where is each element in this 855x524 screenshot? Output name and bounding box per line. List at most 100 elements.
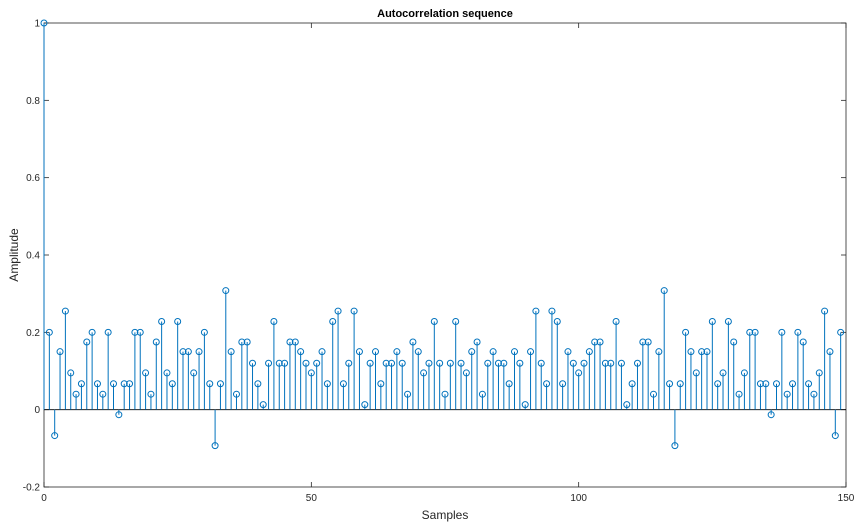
stem-marker: [388, 359, 396, 367]
stem-marker: [815, 369, 823, 377]
stem-point: [617, 359, 625, 410]
stem-point: [420, 369, 428, 410]
stem-point: [473, 338, 481, 410]
stem-point: [633, 359, 641, 410]
stem-marker: [339, 380, 347, 388]
stem-point: [184, 348, 192, 410]
stem-point: [462, 369, 470, 410]
stem-marker: [142, 369, 150, 377]
stem-point: [216, 380, 224, 410]
stem-marker: [837, 328, 845, 336]
stem-marker: [131, 328, 139, 336]
stem-point: [56, 348, 64, 410]
stem-marker: [211, 442, 219, 450]
stem-marker: [184, 348, 192, 356]
stem-point: [382, 359, 390, 410]
stem-marker: [452, 318, 460, 326]
stem-point: [821, 307, 829, 410]
stem-point: [307, 369, 315, 410]
stem-marker: [195, 348, 203, 356]
stem-marker: [40, 19, 48, 27]
stem-point: [446, 359, 454, 410]
stem-point: [708, 318, 716, 410]
stem-marker: [575, 369, 583, 377]
stem-point: [676, 380, 684, 410]
stem-point: [644, 338, 652, 410]
stem-marker: [569, 359, 577, 367]
stem-point: [339, 380, 347, 410]
stem-marker: [767, 411, 775, 419]
stem-point: [468, 348, 476, 410]
stem-point: [350, 307, 358, 410]
stem-marker: [436, 359, 444, 367]
stem-point: [511, 348, 519, 410]
stem-marker: [756, 380, 764, 388]
stem-marker: [318, 348, 326, 356]
stem-marker: [548, 307, 556, 315]
stem-marker: [377, 380, 385, 388]
stem-marker: [735, 390, 743, 398]
stem-point: [195, 348, 203, 410]
stem-marker: [772, 380, 780, 388]
stem-point: [799, 338, 807, 410]
stem-marker: [355, 348, 363, 356]
stem-point: [152, 338, 160, 410]
stem-marker: [457, 359, 465, 367]
stem-marker: [243, 338, 251, 346]
stem-marker: [216, 380, 224, 388]
stem-marker: [158, 318, 166, 326]
stem-point: [323, 380, 331, 410]
stem-point: [45, 328, 53, 410]
stem-marker: [826, 348, 834, 356]
stem-marker: [366, 359, 374, 367]
stem-point: [532, 307, 540, 410]
stem-marker: [676, 380, 684, 388]
stem-point: [265, 359, 273, 410]
stem-marker: [147, 390, 155, 398]
stem-point: [815, 369, 823, 410]
stem-point: [398, 359, 406, 410]
stem-point: [345, 359, 353, 410]
stem-marker: [671, 442, 679, 450]
stem-marker: [484, 359, 492, 367]
stem-point: [93, 380, 101, 410]
stem-point: [527, 348, 535, 410]
x-tick-label: 150: [838, 493, 855, 504]
stem-point: [377, 380, 385, 410]
stem-marker: [190, 369, 198, 377]
stem-marker: [281, 359, 289, 367]
stem-point: [655, 348, 663, 410]
stem-marker: [740, 369, 748, 377]
stem-point: [489, 348, 497, 410]
stem-marker: [120, 380, 128, 388]
stem-marker: [425, 359, 433, 367]
stem-marker: [350, 307, 358, 315]
stem-marker: [446, 359, 454, 367]
stem-marker: [206, 380, 214, 388]
stem-point: [687, 348, 695, 410]
stem-marker: [687, 348, 695, 356]
stem-point: [794, 328, 802, 410]
y-tick-label: 0.2: [26, 328, 40, 339]
stem-point: [222, 287, 230, 410]
stem-point: [596, 338, 604, 410]
stem-point: [692, 369, 700, 410]
stem-point: [179, 348, 187, 410]
stem-point: [650, 390, 658, 410]
x-tick-label: 100: [570, 493, 587, 504]
stem-point: [505, 380, 513, 410]
stem-marker: [163, 369, 171, 377]
stem-point: [826, 348, 834, 410]
y-tick-label: 0.6: [26, 173, 40, 184]
stem-point: [607, 359, 615, 410]
stem-marker: [564, 348, 572, 356]
stem-point: [238, 338, 246, 410]
stem-point: [703, 348, 711, 410]
stem-marker: [51, 432, 59, 440]
stem-marker: [660, 287, 668, 295]
stem-marker: [414, 348, 422, 356]
stem-marker: [553, 318, 561, 326]
stem-point: [724, 318, 732, 410]
stem-marker: [783, 390, 791, 398]
